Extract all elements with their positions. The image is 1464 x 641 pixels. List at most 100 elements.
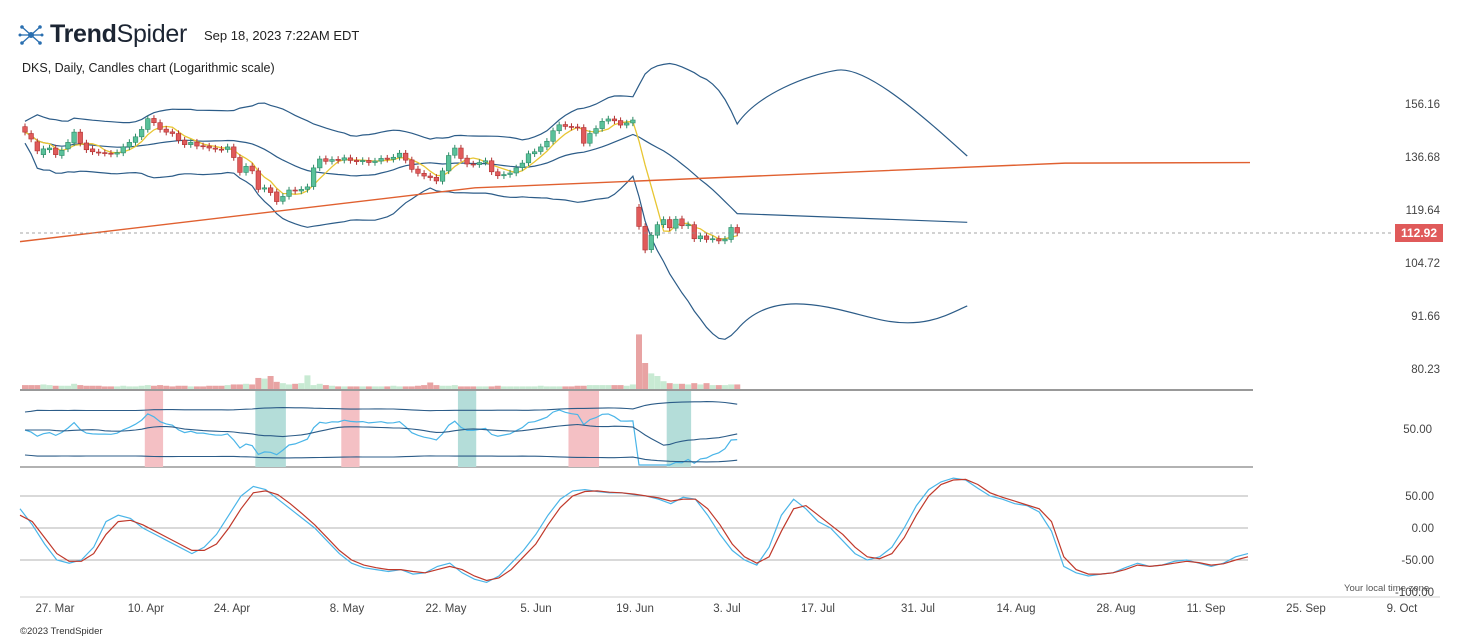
candle-body xyxy=(175,133,182,141)
volume-bar xyxy=(28,385,35,389)
candle-body xyxy=(182,139,188,145)
candle-body xyxy=(697,235,703,240)
volume-bar xyxy=(236,384,243,389)
candle-body xyxy=(458,147,464,159)
candle-body xyxy=(114,152,120,155)
price-axis-label: 104.72 xyxy=(1405,258,1440,270)
candle-body xyxy=(317,158,323,169)
volume-bar xyxy=(335,386,342,389)
candle-body xyxy=(538,146,544,152)
volume-bar xyxy=(580,385,587,389)
candle-body xyxy=(636,206,642,227)
volume-bar xyxy=(71,383,78,389)
candle-body xyxy=(65,142,71,150)
rsi-zone-red xyxy=(341,391,360,467)
price-axis-label: 136.68 xyxy=(1405,152,1440,164)
volume-bar xyxy=(249,384,256,389)
logo-text-bold: Trend xyxy=(50,20,117,48)
candle-body xyxy=(409,159,415,170)
candle-body xyxy=(280,196,286,202)
volume-bar xyxy=(341,386,348,389)
volume-bar xyxy=(605,385,612,389)
rsi-middle-band xyxy=(25,423,738,446)
volume-bar xyxy=(150,385,157,389)
x-axis-label: 14. Aug xyxy=(996,603,1035,615)
candle-body xyxy=(323,158,329,162)
volume-bar xyxy=(513,386,520,389)
candle-body xyxy=(139,129,145,138)
stoch-axis-label: -50.00 xyxy=(1401,555,1434,567)
candle-body xyxy=(630,119,636,124)
sma-slow-line xyxy=(19,161,1251,243)
volume-bar xyxy=(599,385,606,389)
volume-bar xyxy=(685,384,692,389)
candle-body xyxy=(476,162,482,165)
candle-body xyxy=(605,118,611,122)
volume-bar xyxy=(286,384,293,389)
volume-bar xyxy=(322,385,329,389)
x-axis-label: 25. Sep xyxy=(1286,603,1326,615)
candle-body xyxy=(22,126,28,133)
volume-bar xyxy=(359,386,366,389)
volume-bar xyxy=(193,386,200,389)
stoch-axis-label: -100.00 xyxy=(1395,587,1434,599)
rsi-line xyxy=(24,409,738,466)
sma-fast-line xyxy=(24,120,738,240)
rsi-zone-teal xyxy=(666,391,692,467)
candle-body xyxy=(703,235,710,240)
candle-body xyxy=(360,160,366,162)
volume-bar xyxy=(77,385,84,389)
volume-bar xyxy=(218,385,225,389)
volume-bar xyxy=(507,386,514,389)
x-axis-label: 31. Jul xyxy=(901,603,935,615)
x-axis-label: 11. Sep xyxy=(1187,603,1226,615)
rsi-lower-band xyxy=(24,454,738,463)
candle-body xyxy=(654,224,661,236)
volume-bar xyxy=(316,383,323,389)
candle-body xyxy=(231,146,237,158)
candle-body xyxy=(249,165,255,172)
candle-body xyxy=(59,150,65,156)
candle-body xyxy=(71,131,77,144)
volume-bar xyxy=(255,377,262,389)
candle-body xyxy=(310,167,317,187)
candle-body xyxy=(341,157,347,161)
stoch-d-line xyxy=(19,478,1249,582)
timezone-note: Your local time zone xyxy=(1344,583,1430,594)
candle-body xyxy=(384,157,390,160)
chart-description: DKS, Daily, Candles chart (Logarithmic s… xyxy=(22,61,275,75)
chart-timestamp: Sep 18, 2023 7:22AM EDT xyxy=(204,28,360,43)
volume-bar xyxy=(715,385,722,389)
candle-body xyxy=(660,219,667,226)
rsi-zone-red xyxy=(144,391,164,467)
x-axis-label: 8. May xyxy=(330,603,365,615)
candle-body xyxy=(212,147,218,150)
volume-bar xyxy=(58,385,65,389)
volume-bar xyxy=(562,386,569,389)
volume-bar xyxy=(365,386,372,389)
volume-bar xyxy=(95,385,102,389)
candle-body xyxy=(83,142,89,151)
volume-bar xyxy=(556,386,563,389)
stoch-axis-label: 50.00 xyxy=(1405,491,1434,503)
volume-bar xyxy=(378,386,385,389)
x-axis-label: 17. Jul xyxy=(801,603,835,615)
volume-bar xyxy=(22,385,28,389)
volume-bar xyxy=(181,385,188,389)
price-axis-label: 156.16 xyxy=(1405,99,1440,111)
candle-body xyxy=(396,152,403,158)
candle-body xyxy=(593,128,599,134)
volume-bar xyxy=(464,386,471,389)
candle-body xyxy=(562,124,568,127)
volume-bar xyxy=(611,385,618,389)
candle-body xyxy=(108,152,114,155)
volume-bar xyxy=(114,386,121,389)
volume-bar xyxy=(439,385,446,389)
candle-body xyxy=(304,186,311,190)
volume-bar xyxy=(525,386,532,389)
volume-bar xyxy=(488,386,495,389)
candle-body xyxy=(507,172,513,175)
candle-body xyxy=(335,158,341,161)
x-axis-label: 10. Apr xyxy=(128,603,165,615)
